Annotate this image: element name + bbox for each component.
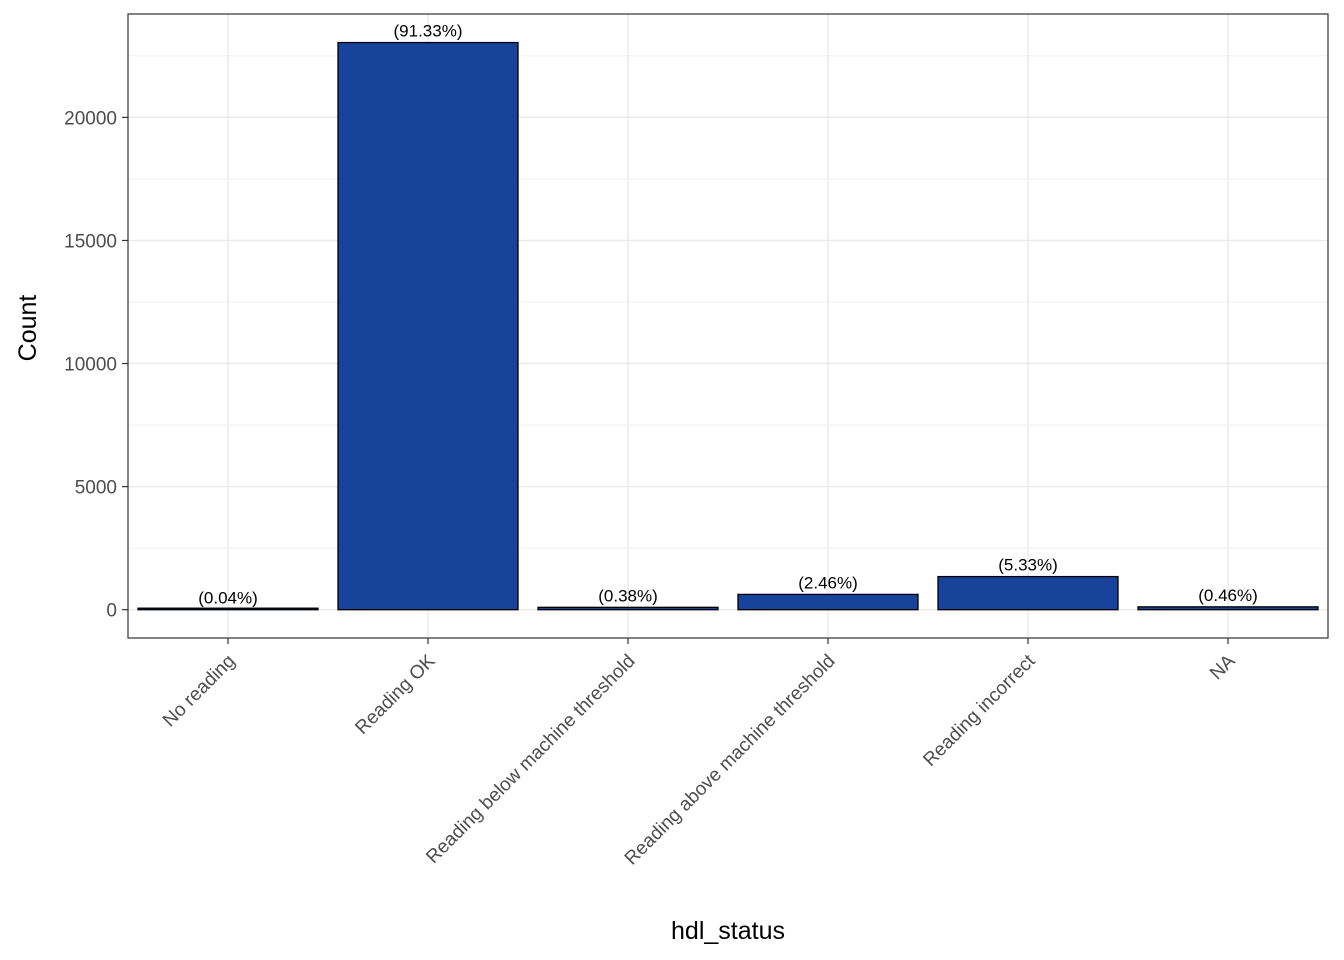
x-axis-title: hdl_status xyxy=(671,917,785,945)
bar-reading-below-machine-threshold xyxy=(537,606,719,611)
bar-na xyxy=(1137,606,1319,611)
y-tick-label: 5000 xyxy=(75,478,117,499)
bar-percent-label: (91.33%) xyxy=(394,22,463,41)
bar-percent-label: (0.46%) xyxy=(1198,586,1258,605)
bar-no-reading xyxy=(137,607,319,611)
bar-percent-label: (2.46%) xyxy=(798,573,858,592)
y-tick-label: 20000 xyxy=(64,108,117,129)
y-tick-label: 15000 xyxy=(64,231,117,252)
y-axis-ticks: 0 5000 10000 15000 20000 xyxy=(64,108,128,622)
plot-panel-border xyxy=(127,13,1329,639)
bar-reading-ok xyxy=(337,41,519,611)
bar-percent-label: (0.38%) xyxy=(598,586,658,605)
bar-percent-label: (5.33%) xyxy=(998,556,1058,575)
bar-percent-label: (0.04%) xyxy=(198,588,258,607)
y-tick-label: 10000 xyxy=(64,355,117,376)
bars xyxy=(137,41,1319,611)
bar-reading-incorrect xyxy=(937,575,1119,611)
y-tick-label: 0 xyxy=(106,601,117,622)
data-labels: (0.04%) (91.33%) (0.38%) (2.46%) (5.33%) (0.4… xyxy=(198,22,1258,608)
bar-reading-above-machine-threshold xyxy=(737,593,919,611)
y-axis-title: Count xyxy=(14,295,42,362)
grid-lines xyxy=(128,14,1328,638)
